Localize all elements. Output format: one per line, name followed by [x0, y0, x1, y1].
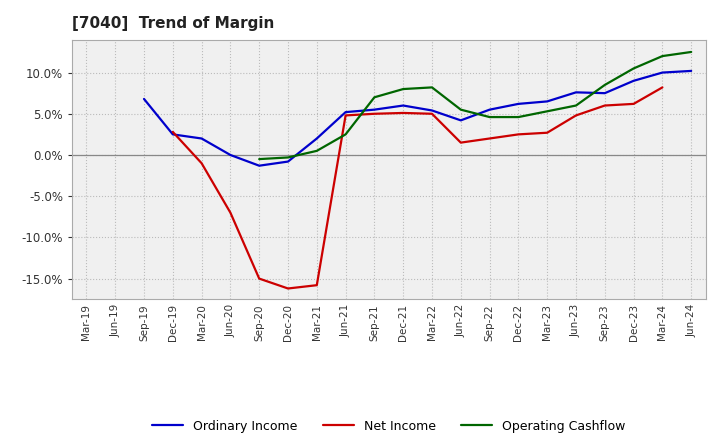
Ordinary Income [514, 101, 523, 106]
Net Income [226, 210, 235, 215]
Operating Cashflow [514, 114, 523, 120]
Ordinary Income [140, 96, 148, 102]
Ordinary Income [255, 163, 264, 169]
Ordinary Income [341, 110, 350, 115]
Ordinary Income [197, 136, 206, 141]
Operating Cashflow [687, 49, 696, 55]
Ordinary Income [658, 70, 667, 75]
Net Income [284, 286, 292, 291]
Net Income [456, 140, 465, 145]
Ordinary Income [543, 99, 552, 104]
Net Income [572, 113, 580, 118]
Operating Cashflow [572, 103, 580, 108]
Operating Cashflow [485, 114, 494, 120]
Ordinary Income [370, 107, 379, 112]
Operating Cashflow [312, 148, 321, 154]
Operating Cashflow [284, 155, 292, 160]
Net Income [428, 111, 436, 117]
Net Income [658, 85, 667, 90]
Ordinary Income [226, 152, 235, 158]
Operating Cashflow [456, 107, 465, 112]
Operating Cashflow [255, 157, 264, 162]
Ordinary Income [284, 159, 292, 164]
Text: [7040]  Trend of Margin: [7040] Trend of Margin [72, 16, 274, 32]
Net Income [600, 103, 609, 108]
Operating Cashflow [543, 109, 552, 114]
Ordinary Income [629, 78, 638, 84]
Net Income [312, 282, 321, 288]
Line: Ordinary Income: Ordinary Income [144, 71, 691, 166]
Net Income [255, 276, 264, 281]
Net Income [341, 113, 350, 118]
Ordinary Income [600, 91, 609, 96]
Ordinary Income [572, 90, 580, 95]
Operating Cashflow [370, 95, 379, 100]
Net Income [168, 129, 177, 135]
Operating Cashflow [600, 82, 609, 88]
Net Income [543, 130, 552, 136]
Ordinary Income [168, 132, 177, 137]
Operating Cashflow [428, 85, 436, 90]
Ordinary Income [312, 136, 321, 141]
Ordinary Income [399, 103, 408, 108]
Legend: Ordinary Income, Net Income, Operating Cashflow: Ordinary Income, Net Income, Operating C… [147, 414, 631, 438]
Ordinary Income [456, 118, 465, 123]
Net Income [485, 136, 494, 141]
Net Income [629, 101, 638, 106]
Line: Operating Cashflow: Operating Cashflow [259, 52, 691, 159]
Net Income [399, 110, 408, 116]
Operating Cashflow [341, 132, 350, 137]
Ordinary Income [687, 68, 696, 73]
Operating Cashflow [658, 53, 667, 59]
Ordinary Income [485, 107, 494, 112]
Operating Cashflow [399, 86, 408, 92]
Net Income [514, 132, 523, 137]
Line: Net Income: Net Income [173, 88, 662, 289]
Operating Cashflow [629, 66, 638, 71]
Ordinary Income [428, 108, 436, 113]
Net Income [370, 111, 379, 117]
Net Income [197, 161, 206, 166]
